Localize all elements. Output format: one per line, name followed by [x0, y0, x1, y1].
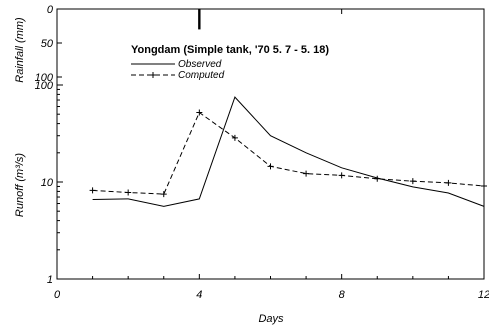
rainfall-y-tick-label: 100 — [35, 72, 54, 84]
computed-point-marker — [231, 134, 238, 141]
computed-point-marker — [374, 175, 381, 182]
x-tick-label: 4 — [196, 289, 202, 301]
runoff-axis-label: Runoff (m³/s) — [14, 153, 26, 218]
runoff-y-tick-label: 10 — [41, 177, 54, 189]
computed-point-marker — [89, 187, 96, 194]
x-axis-label: Days — [258, 313, 284, 325]
series-group — [89, 9, 487, 207]
computed-point-marker — [267, 163, 274, 170]
computed-point-marker — [303, 170, 310, 177]
computed-point-marker — [196, 109, 203, 116]
x-tick-label: 0 — [54, 289, 61, 301]
computed-point-marker — [481, 182, 487, 189]
rainfall-y-tick-label: 0 — [47, 4, 54, 16]
rainfall-y-tick-label: 50 — [41, 38, 54, 50]
legend-title: Yongdam (Simple tank, '70 5. 7 - 5. 18) — [131, 44, 329, 56]
rainfall-bar — [198, 9, 201, 30]
observed-series-line — [92, 96, 485, 207]
computed-series-line — [92, 111, 485, 195]
computed-point-marker — [409, 178, 416, 185]
legend: Yongdam (Simple tank, '70 5. 7 - 5. 18) … — [131, 44, 329, 81]
x-tick-label: 12 — [478, 289, 489, 301]
legend-computed-marker — [150, 72, 156, 78]
x-tick-label: 8 — [339, 289, 346, 301]
legend-observed-label: Observed — [178, 59, 222, 70]
runoff-y-tick-label: 1 — [47, 274, 53, 286]
computed-point-marker — [125, 189, 132, 196]
computed-point-marker — [445, 179, 452, 186]
legend-computed-label: Computed — [178, 70, 225, 81]
computed-point-marker — [160, 191, 167, 198]
runoff-y-tick-label: 100 — [35, 80, 54, 92]
rainfall-axis-label: Rainfall (mm) — [14, 17, 26, 83]
computed-point-marker — [338, 172, 345, 179]
